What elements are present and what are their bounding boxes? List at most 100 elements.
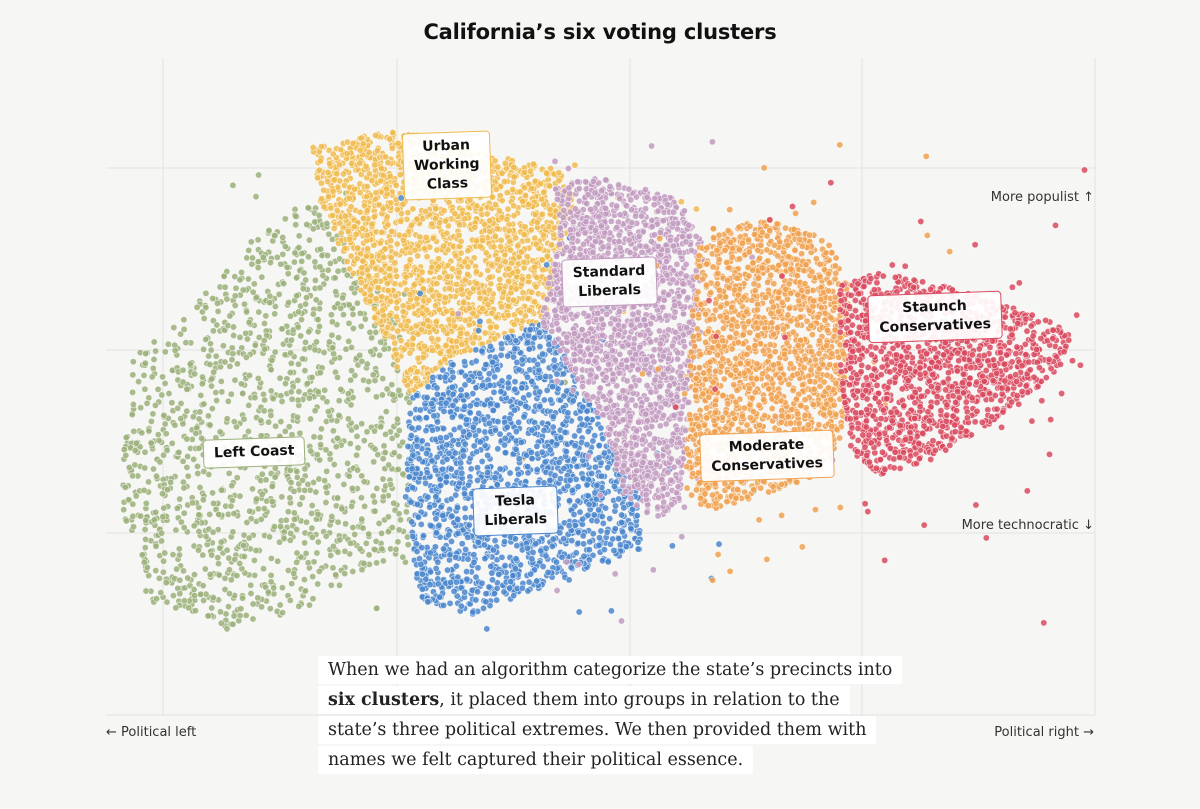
data-point bbox=[198, 380, 206, 388]
data-point bbox=[472, 596, 480, 604]
data-point bbox=[448, 413, 456, 421]
data-point bbox=[199, 496, 207, 504]
data-point bbox=[358, 420, 366, 428]
data-point bbox=[267, 554, 275, 562]
data-point bbox=[290, 515, 298, 523]
data-point bbox=[372, 328, 380, 336]
data-point bbox=[371, 131, 380, 139]
data-point bbox=[216, 608, 225, 616]
data-point bbox=[387, 227, 396, 235]
data-point bbox=[309, 143, 317, 152]
data-point bbox=[298, 249, 306, 258]
data-point bbox=[382, 408, 390, 416]
data-point bbox=[524, 469, 532, 477]
data-point bbox=[314, 510, 322, 518]
data-point bbox=[453, 504, 462, 512]
data-point bbox=[335, 411, 343, 419]
data-point bbox=[525, 345, 533, 353]
data-point bbox=[244, 427, 252, 435]
data-point bbox=[402, 493, 410, 501]
data-point bbox=[334, 434, 342, 442]
data-point bbox=[369, 492, 377, 500]
data-point bbox=[279, 609, 287, 617]
data-point bbox=[239, 286, 247, 294]
data-point bbox=[206, 421, 214, 429]
data-point bbox=[267, 578, 275, 586]
data-point bbox=[315, 166, 323, 174]
data-point bbox=[379, 557, 387, 565]
data-point bbox=[371, 161, 379, 169]
data-point bbox=[129, 358, 137, 366]
data-point bbox=[510, 212, 518, 220]
data-point bbox=[177, 518, 185, 526]
data-point bbox=[492, 323, 500, 331]
data-point bbox=[497, 340, 505, 348]
data-point bbox=[195, 527, 203, 536]
data-point bbox=[451, 449, 459, 457]
data-point bbox=[571, 442, 579, 450]
data-point bbox=[472, 346, 480, 354]
data-point bbox=[214, 560, 223, 568]
data-point bbox=[141, 544, 149, 552]
data-point bbox=[460, 358, 469, 366]
data-point bbox=[239, 594, 247, 602]
data-point bbox=[615, 535, 623, 543]
data-point bbox=[471, 333, 479, 341]
data-point bbox=[304, 253, 313, 261]
data-point bbox=[184, 472, 192, 480]
data-point bbox=[271, 232, 279, 240]
data-point bbox=[174, 404, 182, 412]
data-point bbox=[325, 338, 333, 346]
data-point bbox=[264, 588, 272, 596]
data-point bbox=[290, 487, 298, 495]
data-point bbox=[200, 400, 208, 408]
data-point bbox=[501, 258, 509, 266]
data-point bbox=[170, 324, 178, 332]
data-point bbox=[469, 309, 477, 317]
data-point bbox=[176, 576, 184, 584]
data-point bbox=[386, 311, 394, 319]
data-point bbox=[190, 455, 198, 463]
data-point bbox=[161, 379, 169, 387]
data-point bbox=[248, 254, 257, 262]
data-point bbox=[190, 522, 198, 530]
data-point bbox=[529, 160, 537, 168]
data-point bbox=[443, 441, 451, 449]
data-point bbox=[391, 259, 399, 267]
data-point bbox=[345, 319, 353, 327]
data-point bbox=[464, 247, 472, 255]
data-point bbox=[472, 357, 480, 365]
data-point bbox=[443, 566, 452, 574]
data-point bbox=[560, 370, 568, 378]
data-point bbox=[393, 363, 401, 371]
data-point bbox=[278, 397, 286, 406]
data-point bbox=[373, 147, 381, 155]
data-point bbox=[433, 280, 441, 288]
data-point bbox=[186, 360, 194, 368]
data-point bbox=[158, 490, 167, 498]
data-point bbox=[351, 371, 359, 380]
data-point bbox=[278, 493, 286, 501]
data-point bbox=[388, 434, 396, 442]
data-point bbox=[357, 279, 365, 287]
data-point bbox=[302, 518, 311, 526]
data-point bbox=[305, 328, 313, 336]
data-point bbox=[208, 405, 216, 413]
data-point bbox=[356, 309, 364, 317]
data-point bbox=[432, 318, 440, 326]
data-point bbox=[140, 371, 148, 379]
data-point bbox=[197, 391, 205, 399]
data-point bbox=[526, 306, 534, 314]
data-point bbox=[344, 415, 352, 423]
data-point bbox=[586, 538, 594, 546]
data-point bbox=[140, 558, 148, 567]
data-point bbox=[517, 248, 526, 256]
data-point bbox=[206, 340, 215, 348]
data-point bbox=[270, 523, 278, 531]
data-point bbox=[536, 180, 545, 188]
data-point bbox=[437, 481, 445, 490]
data-point bbox=[505, 265, 513, 273]
data-point bbox=[242, 353, 250, 361]
data-point bbox=[271, 348, 279, 356]
data-point bbox=[122, 434, 130, 442]
